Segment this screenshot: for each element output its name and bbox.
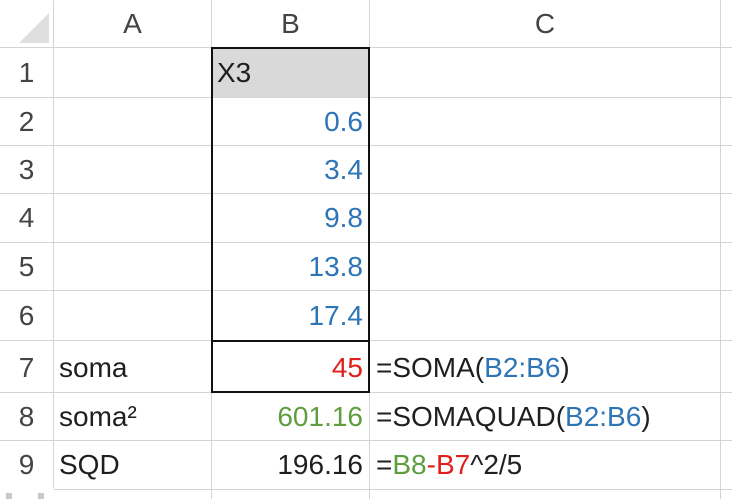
grid-line bbox=[0, 489, 732, 490]
cell-a9[interactable]: SQD bbox=[59, 449, 120, 480]
grid-line bbox=[0, 97, 732, 98]
row-header-4[interactable]: 4 bbox=[18, 202, 35, 233]
grid-line bbox=[0, 242, 732, 243]
formula-text: = bbox=[376, 449, 393, 480]
cell-b4[interactable]: 9.8 bbox=[324, 202, 363, 233]
cell-b3[interactable]: 3.4 bbox=[324, 154, 363, 185]
row-header-1[interactable]: 1 bbox=[18, 57, 35, 88]
cell-b7[interactable]: 45 bbox=[331, 352, 363, 383]
cell-b2[interactable]: 0.6 bbox=[324, 106, 363, 137]
sheet-bottom-edge bbox=[0, 489, 54, 499]
cell-b1[interactable]: X3 bbox=[217, 57, 252, 88]
scroll-marker-icon bbox=[38, 493, 44, 499]
cell-b6[interactable]: 17.4 bbox=[308, 300, 364, 331]
formula-reference: B7 bbox=[435, 449, 471, 480]
formula-reference: B2:B6 bbox=[484, 352, 561, 383]
row-header-5[interactable]: 5 bbox=[18, 251, 35, 282]
grid-line bbox=[0, 290, 732, 291]
grid-line bbox=[53, 0, 54, 499]
row-header-6[interactable]: 6 bbox=[18, 300, 35, 331]
grid-line bbox=[720, 0, 721, 499]
row-header-2[interactable]: 2 bbox=[18, 106, 35, 137]
formula-text: =SOMAQUAD( bbox=[376, 401, 566, 432]
formula-text: ) bbox=[560, 352, 570, 383]
cell-c8[interactable]: =SOMAQUAD(B2:B6) bbox=[370, 393, 720, 441]
grid-line bbox=[0, 47, 732, 48]
cell-b8[interactable]: 601.16 bbox=[277, 401, 363, 432]
grid-line bbox=[0, 193, 732, 194]
cell-b5[interactable]: 13.8 bbox=[308, 251, 364, 282]
formula-operator: - bbox=[426, 449, 436, 480]
column-header-b[interactable]: B bbox=[281, 7, 300, 39]
column-header-c[interactable]: C bbox=[534, 7, 556, 39]
row-header-3[interactable]: 3 bbox=[18, 154, 35, 185]
formula-reference: B2:B6 bbox=[565, 401, 642, 432]
cell-b9[interactable]: 196.16 bbox=[277, 449, 363, 480]
select-all-corner[interactable] bbox=[0, 0, 53, 47]
scroll-marker-icon bbox=[6, 493, 12, 499]
cell-b1-fill bbox=[212, 49, 369, 97]
cell-a7[interactable]: soma bbox=[59, 352, 128, 383]
cell-c7[interactable]: =SOMA(B2:B6) bbox=[370, 344, 720, 392]
row-header-8[interactable]: 8 bbox=[18, 401, 35, 432]
formula-text: ^2/5 bbox=[470, 449, 523, 480]
cell-c9[interactable]: = B8- B7 ^2/5 bbox=[370, 441, 720, 489]
grid-line bbox=[0, 145, 732, 146]
row-header-9[interactable]: 9 bbox=[18, 449, 35, 480]
grid-line bbox=[0, 440, 732, 441]
row-header-7[interactable]: 7 bbox=[18, 352, 35, 383]
cell-a8[interactable]: soma² bbox=[59, 401, 137, 432]
formula-text: =SOMA( bbox=[376, 352, 485, 383]
select-all-triangle-icon bbox=[19, 13, 49, 43]
grid-line bbox=[0, 340, 732, 341]
column-header-a[interactable]: A bbox=[123, 7, 142, 39]
formula-reference: B8 bbox=[392, 449, 427, 480]
formula-text: ) bbox=[641, 401, 651, 432]
